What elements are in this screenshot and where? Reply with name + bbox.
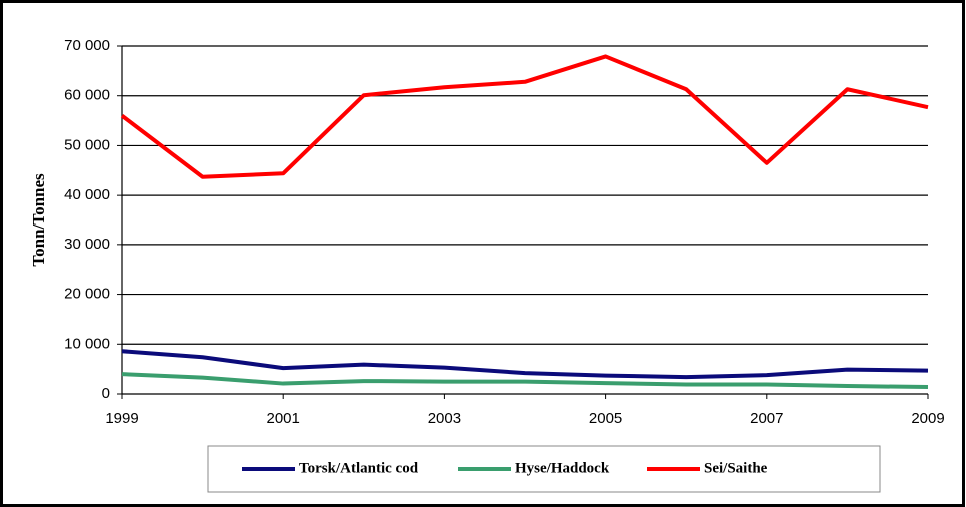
legend-label: Sei/Saithe bbox=[704, 460, 768, 476]
x-tick-label: 2003 bbox=[428, 410, 461, 427]
y-tick-label: 60 000 bbox=[64, 87, 110, 104]
series-line bbox=[121, 372, 929, 390]
y-tick-label: 70 000 bbox=[64, 37, 110, 54]
y-tick-label: 20 000 bbox=[64, 286, 110, 303]
y-tick-label: 50 000 bbox=[64, 136, 110, 153]
legend-box bbox=[207, 445, 881, 493]
x-tick-label: 2009 bbox=[911, 410, 944, 427]
y-tick-label: 10 000 bbox=[64, 335, 110, 352]
series-line bbox=[120, 54, 929, 179]
x-tick-label: 2007 bbox=[750, 410, 783, 427]
x-tick-label: 2001 bbox=[267, 410, 300, 427]
y-tick-label: 40 000 bbox=[64, 186, 110, 203]
y-tick-label: 0 bbox=[102, 385, 110, 402]
series-line bbox=[121, 349, 929, 380]
x-tick-label: 1999 bbox=[105, 410, 138, 427]
legend-label: Hyse/Haddock bbox=[515, 460, 610, 476]
y-axis-label: Tonn/Tonnes bbox=[29, 173, 48, 267]
legend-label: Torsk/Atlantic cod bbox=[299, 460, 419, 476]
x-tick-label: 2005 bbox=[589, 410, 622, 427]
y-tick-label: 30 000 bbox=[64, 236, 110, 253]
